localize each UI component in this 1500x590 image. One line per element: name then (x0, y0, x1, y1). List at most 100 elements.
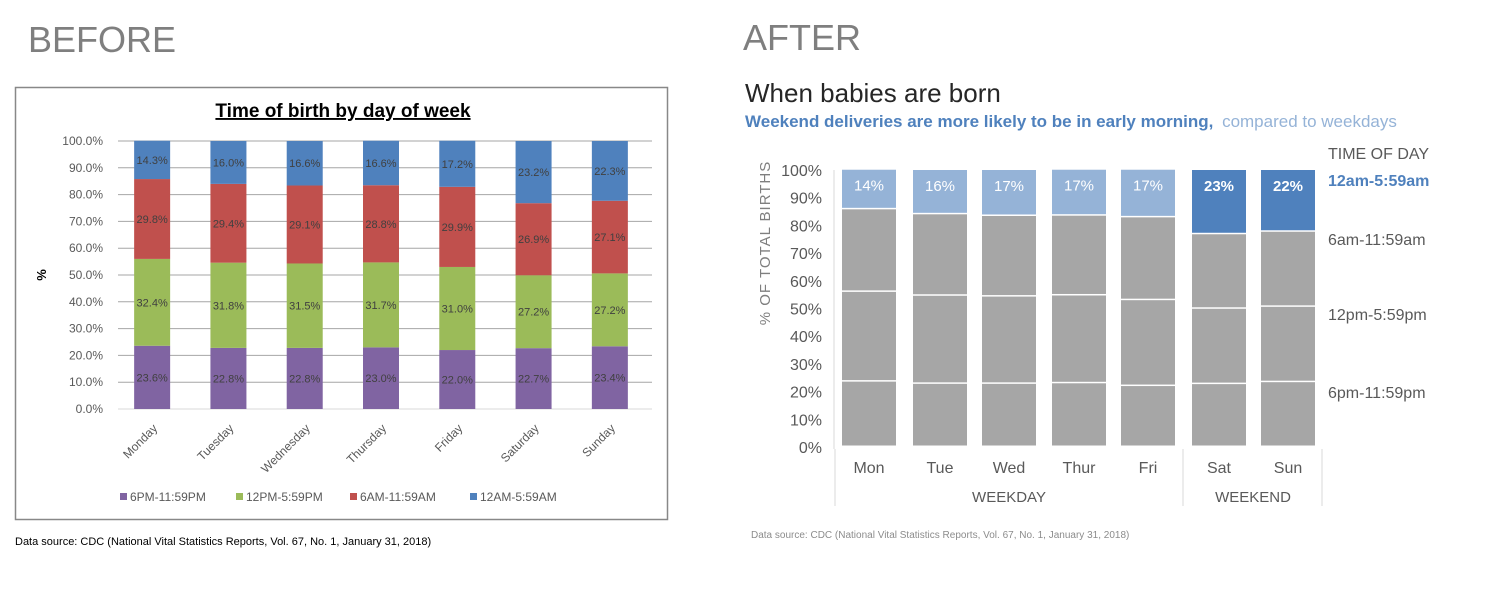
bar-segment (515, 275, 552, 349)
legend-item: 12am-5:59am (1328, 173, 1429, 190)
bar-segment (515, 141, 552, 204)
y-tick-label: 30.0% (69, 322, 103, 336)
data-label: 23.4% (594, 373, 625, 385)
data-label: 14.3% (137, 155, 168, 167)
before-chart: Time of birth by day of week % 0.0% 10.0%… (14, 86, 669, 548)
bar-segment (913, 214, 967, 295)
legend-swatch (470, 493, 477, 500)
chart-title: When babies are born (745, 78, 1001, 108)
data-label: 27.1% (594, 232, 625, 244)
bar-segment (842, 209, 896, 291)
bar-segment (1052, 215, 1106, 294)
legend-item: 6pm-11:59pm (1328, 385, 1426, 402)
data-label: 29.4% (213, 218, 244, 230)
bar-segment (134, 179, 171, 259)
bar-segment (591, 346, 628, 409)
legend-item: 12PM-5:59PM (246, 490, 323, 504)
bar-segment (134, 258, 171, 346)
data-label: 29.8% (137, 214, 168, 226)
data-label: 22.8% (289, 373, 320, 385)
bar-segment (439, 186, 476, 267)
legend-swatch (236, 493, 243, 500)
bar-segment (363, 185, 399, 263)
y-tick-label: 20% (790, 385, 822, 402)
bar-segment (1261, 306, 1315, 381)
bar-segment (439, 350, 476, 409)
subtitle-rest: compared to weekdays (1222, 112, 1397, 131)
y-tick-label: 40.0% (69, 295, 103, 309)
data-label: 17.2% (442, 159, 473, 171)
y-tick-label: 100% (781, 163, 822, 180)
data-label: 16.0% (213, 157, 244, 169)
data-label: 17% (1133, 178, 1163, 195)
y-tick-label: 40% (790, 329, 822, 346)
bar-segment (515, 348, 552, 409)
y-axis-label: % (34, 269, 49, 281)
bar-segment (363, 262, 399, 348)
y-tick-label: 80% (790, 218, 822, 235)
data-label: 23.6% (137, 372, 168, 384)
y-tick-label: 50.0% (69, 268, 103, 282)
data-label: 23.2% (518, 167, 549, 179)
y-tick-label: 70% (790, 246, 822, 263)
bar-segment (210, 183, 247, 263)
legend-title: TIME OF DAY (1328, 146, 1429, 163)
data-label: 16.6% (365, 158, 396, 170)
chart-title: Time of birth by day of week (215, 101, 471, 122)
x-tick-label: Mon (853, 460, 884, 477)
data-label: 31.5% (289, 301, 320, 313)
bar-segment (1261, 382, 1315, 446)
data-label: 26.9% (518, 234, 549, 246)
data-label: 31.8% (213, 300, 244, 312)
bar-segment (982, 383, 1036, 446)
bar-segment (439, 266, 476, 351)
data-label: 28.8% (365, 219, 396, 231)
bar-segment (1052, 169, 1106, 215)
y-tick-label: 0.0% (76, 402, 104, 416)
bar-segment (1261, 170, 1315, 231)
bar-segment (515, 203, 552, 276)
y-axis-label: % OF TOTAL BIRTHS (757, 161, 774, 326)
legend-item: 12pm-5:59pm (1328, 307, 1427, 324)
legend-item: 6am-11:59am (1328, 232, 1426, 249)
y-tick-label: 90.0% (69, 161, 103, 175)
bar-segment (1121, 217, 1175, 299)
x-tick-label: Sun (1274, 460, 1302, 477)
data-source: Data source: CDC (National Vital Statist… (15, 536, 431, 548)
chart-frame (14, 86, 669, 521)
y-tick-label: 90% (790, 191, 822, 208)
y-tick-label: 10.0% (69, 375, 103, 389)
legend-item: 6AM-11:59AM (360, 490, 436, 504)
y-tick-label: 20.0% (69, 348, 103, 362)
legend-item: 6PM-11:59PM (130, 490, 206, 504)
data-label: 22% (1273, 178, 1303, 195)
bar-segment (842, 169, 896, 208)
bar-segment (913, 170, 967, 213)
bar-segment (982, 215, 1036, 296)
after-chart: When babies are born Weekend deliveries … (745, 78, 1429, 541)
bar-segment (286, 263, 323, 348)
bar-segment (210, 141, 247, 184)
data-label: 23.0% (365, 373, 396, 385)
after-label: AFTER (743, 17, 861, 58)
y-tick-label: 100.0% (62, 134, 103, 148)
group-label: WEEKEND (1215, 489, 1291, 506)
y-tick-label: 70.0% (69, 214, 103, 228)
bar-segment (363, 140, 399, 186)
bar-segment (210, 347, 247, 409)
bar-segment (134, 140, 171, 180)
data-label: 32.4% (137, 297, 168, 309)
data-label: 22.3% (594, 166, 625, 178)
bar-segment (842, 291, 896, 381)
legend-item: 12AM-5:59AM (480, 490, 557, 504)
bar-segment (286, 141, 323, 186)
bar-segment (1052, 295, 1106, 382)
data-source: Data source: CDC (National Vital Statist… (751, 530, 1129, 541)
y-tick-label: 50% (790, 302, 822, 319)
bar-segment (1192, 384, 1246, 446)
y-tick-label: 10% (790, 412, 822, 429)
bar-segment (591, 273, 628, 347)
chart-subtitle: Weekend deliveries are more likely to be… (745, 112, 1397, 131)
group-label: WEEKDAY (972, 489, 1046, 506)
